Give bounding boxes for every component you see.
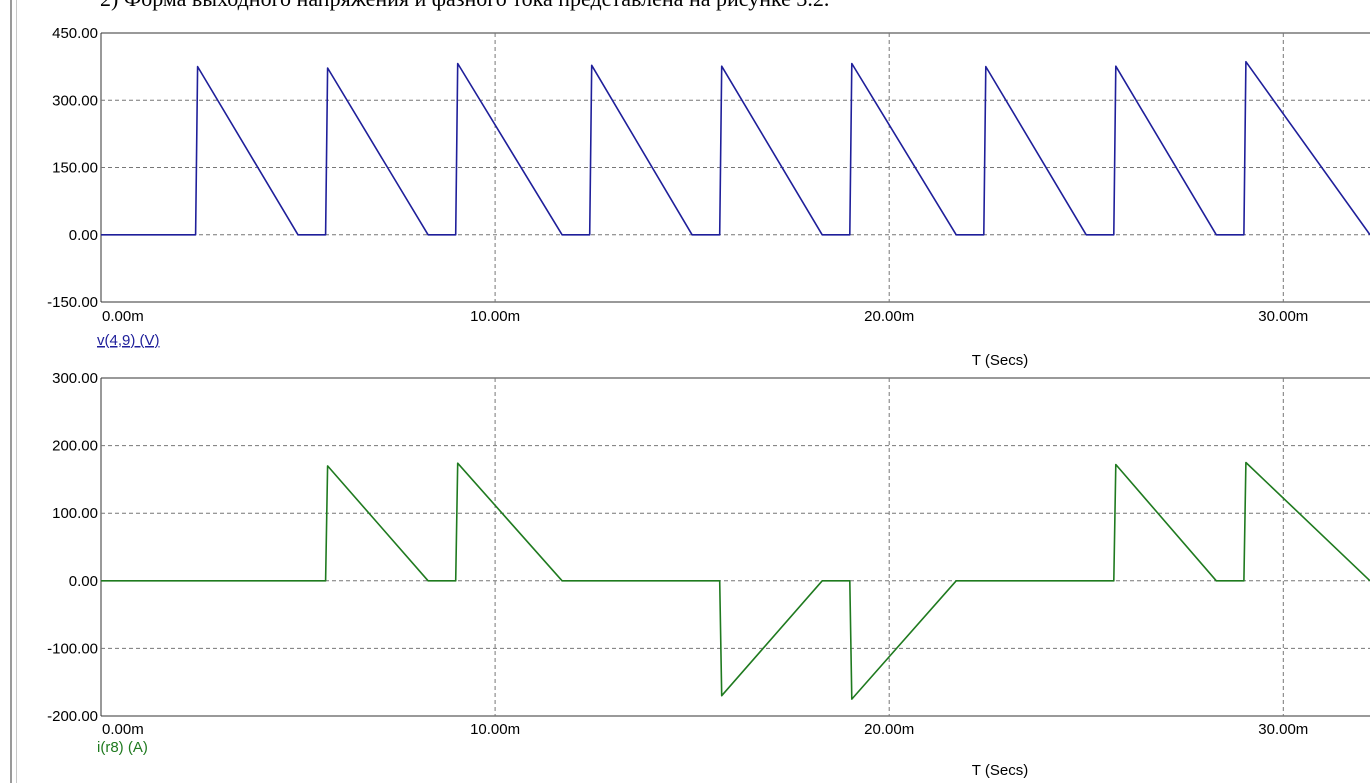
plot-0-trace-label: v(4,9) (V) xyxy=(97,332,160,349)
plot-0-xtick-label: 30.00m xyxy=(1258,308,1308,325)
plot-1-xtick-label: 10.00m xyxy=(470,721,520,738)
plot-1-x-axis-title: T (Secs) xyxy=(972,762,1028,779)
plot-1-ytick-label: 300.00 xyxy=(52,370,98,387)
plot-1-xtick-label: 0.00m xyxy=(102,721,144,738)
plot-0-ytick-label: 0.00 xyxy=(69,227,98,244)
plot-0-x-axis-title: T (Secs) xyxy=(972,352,1028,369)
plot-1-ytick-label: 200.00 xyxy=(52,438,98,455)
plot-0-ytick-label: 450.00 xyxy=(52,25,98,42)
plot-1-xtick-label: 20.00m xyxy=(864,721,914,738)
window-left-border-inner xyxy=(16,0,17,783)
plot-1-trace-label: i(r8) (A) xyxy=(97,739,148,756)
plot-0-xtick-label: 10.00m xyxy=(470,308,520,325)
plot-1-ytick-label: -200.00 xyxy=(47,708,98,725)
plot-1-ytick-label: 100.00 xyxy=(52,505,98,522)
plot-0-series-line xyxy=(101,60,1370,236)
plot-0-ytick-label: -150.00 xyxy=(47,294,98,311)
plot-0-ytick-label: 150.00 xyxy=(52,160,98,177)
plot-1-series-line xyxy=(101,461,1370,700)
figure-caption: 2) Форма выходного напряжения и фазного … xyxy=(100,0,829,12)
plot-1-ytick-label: 0.00 xyxy=(69,573,98,590)
plot-1-ytick-label: -100.00 xyxy=(47,640,98,657)
window-left-border xyxy=(10,0,12,783)
plot-0-xtick-label: 0.00m xyxy=(102,308,144,325)
plot-0-xtick-label: 20.00m xyxy=(864,308,914,325)
plot-1-xtick-label: 30.00m xyxy=(1258,721,1308,738)
plot-0-ytick-label: 300.00 xyxy=(52,92,98,109)
